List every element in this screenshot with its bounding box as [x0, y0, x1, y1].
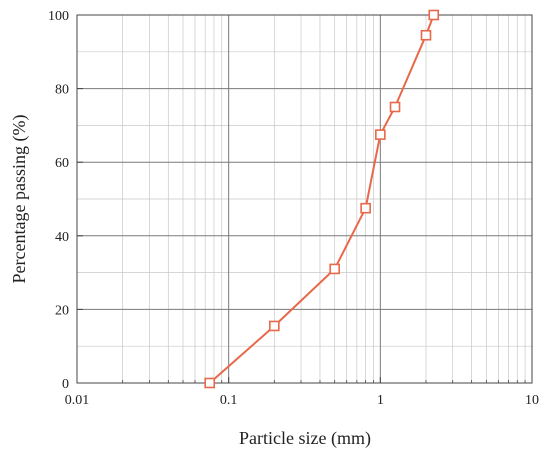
series-line: [209, 14, 435, 384]
data-point-marker: [389, 101, 401, 113]
x-tick-label: 1: [377, 393, 384, 408]
data-point-marker: [360, 202, 371, 214]
data-point-marker: [428, 9, 440, 21]
x-tick-label: 0.1: [220, 393, 238, 408]
x-axis-title: Particle size (mm): [239, 428, 371, 449]
data-point-marker: [375, 129, 386, 140]
x-tick-label: 0.01: [65, 393, 90, 408]
minor-gridlines: [77, 15, 532, 383]
y-tick-label: 100: [48, 9, 69, 24]
data-point-marker: [269, 320, 280, 332]
y-tick-label: 40: [55, 230, 69, 245]
series-markers: [204, 9, 440, 389]
data-point-marker: [329, 263, 340, 275]
y-axis-title: Percentage passing (%): [9, 115, 30, 284]
y-tick-label: 80: [55, 83, 69, 98]
x-tick-label: 10: [525, 393, 539, 408]
series-group: [204, 9, 440, 389]
y-tick-label: 0: [62, 377, 69, 392]
y-tick-label: 20: [55, 303, 69, 318]
plot-frame: [76, 14, 533, 384]
y-tick-label: 60: [55, 156, 69, 171]
x-tick-labels: 0.01 0.1 1 10: [65, 393, 539, 408]
data-point-marker: [204, 377, 216, 389]
y-tick-labels: 0 20 40 60 80 100: [48, 9, 69, 392]
data-point-marker: [420, 29, 432, 41]
